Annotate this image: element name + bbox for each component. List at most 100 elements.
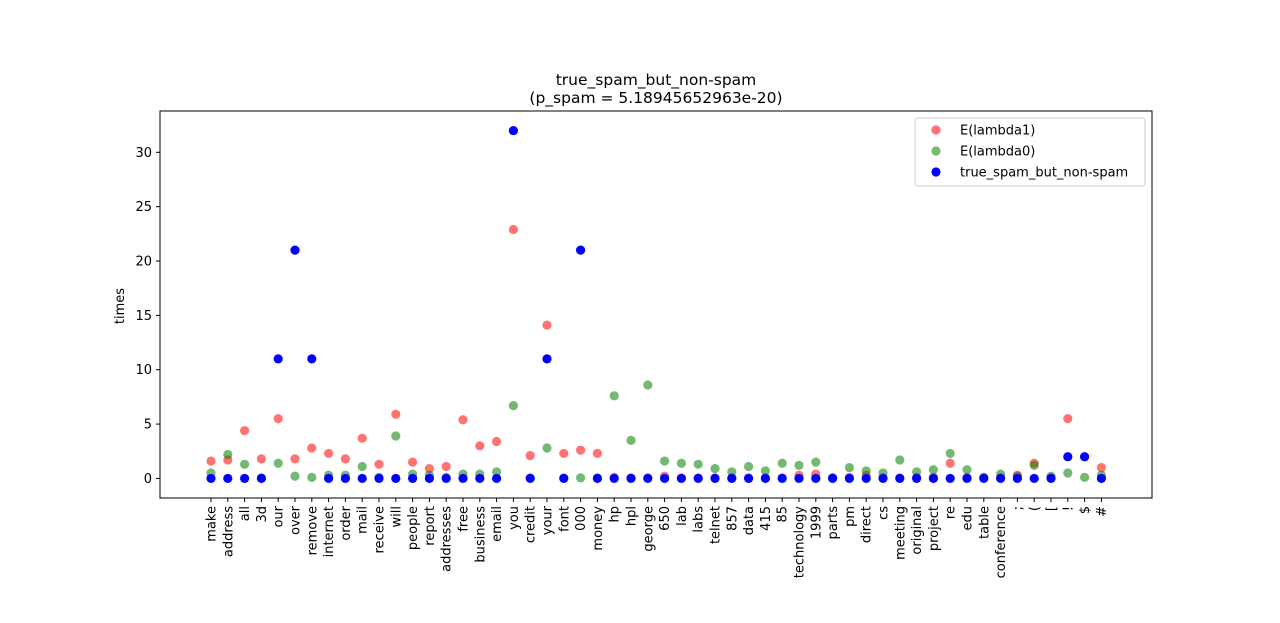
data-point	[912, 467, 922, 477]
y-tick-label: 10	[135, 363, 152, 378]
x-tick-label: original	[910, 506, 925, 555]
data-point	[508, 400, 518, 411]
data-point	[324, 448, 334, 459]
data-point	[979, 473, 989, 484]
data-point	[307, 354, 317, 364]
x-tick-label: remove	[305, 506, 320, 555]
data-point	[760, 473, 771, 484]
data-point	[223, 449, 233, 460]
x-tick-label: (	[1028, 506, 1043, 511]
data-point	[693, 459, 703, 469]
plot-area	[159, 110, 1153, 499]
data-point	[240, 426, 250, 436]
x-tick-label: hpl	[625, 506, 640, 526]
data-point	[206, 473, 216, 484]
data-point	[844, 473, 855, 484]
data-point	[660, 473, 670, 484]
data-point	[391, 409, 401, 419]
data-point	[424, 464, 434, 474]
data-point	[525, 473, 535, 484]
data-point	[878, 473, 888, 484]
data-point	[542, 320, 552, 330]
data-point	[508, 224, 518, 235]
x-tick-label: $	[1078, 506, 1093, 514]
data-point	[1096, 462, 1106, 473]
x-tick-label: money	[591, 506, 606, 551]
data-point	[945, 458, 955, 468]
data-point	[408, 457, 418, 467]
y-tick-label: 25	[135, 200, 152, 215]
points-layer	[206, 125, 1106, 484]
legend-marker	[931, 167, 941, 177]
data-point	[357, 473, 367, 484]
data-point	[660, 456, 670, 466]
data-point	[273, 458, 283, 468]
data-point	[1063, 468, 1073, 478]
data-point	[626, 473, 636, 484]
x-tick-label: 3d	[255, 506, 270, 523]
legend-items: E(lambda1) E(lambda0) true_spam_but_non-sp…	[931, 124, 1128, 181]
legend-marker	[931, 146, 941, 156]
data-point	[576, 245, 586, 255]
data-point	[861, 466, 871, 476]
x-tick-label: direct	[860, 506, 875, 543]
data-point	[1029, 473, 1039, 484]
data-point	[559, 473, 569, 484]
data-point	[727, 473, 737, 484]
data-point	[475, 473, 485, 484]
data-point	[290, 454, 300, 464]
data-point	[710, 473, 720, 484]
data-point	[1012, 473, 1023, 484]
data-point	[626, 435, 636, 445]
data-point	[1046, 473, 1056, 484]
y-tick-label: 5	[144, 418, 152, 433]
data-point	[542, 354, 552, 364]
x-tick-label: email	[490, 506, 505, 542]
x-tick-label: internet	[322, 506, 337, 557]
data-point	[928, 465, 939, 475]
x-tick-label: [	[1045, 506, 1060, 511]
chart-title: true_spam_but_non-spam	[556, 71, 757, 90]
data-point	[273, 354, 283, 364]
x-tick-label: business	[473, 506, 488, 563]
data-point	[357, 461, 367, 472]
x-tick-label: people	[406, 506, 421, 550]
x-tick-label: cs	[877, 506, 892, 520]
legend: E(lambda1) E(lambda0) true_spam_but_non-sp…	[914, 117, 1146, 187]
data-point	[307, 443, 317, 453]
data-point	[592, 448, 603, 459]
data-point	[996, 473, 1006, 484]
legend-label: E(lambda1)	[960, 124, 1035, 139]
data-point	[240, 459, 250, 469]
data-point	[340, 454, 350, 464]
data-point	[744, 461, 754, 472]
data-point	[458, 415, 468, 425]
y-tick-label: 20	[135, 255, 152, 270]
data-point	[962, 473, 972, 484]
data-point	[492, 467, 502, 477]
data-point	[492, 473, 502, 484]
x-tick-label: technology	[793, 506, 808, 578]
x-tick-label: labs	[692, 506, 707, 533]
data-point	[861, 473, 871, 484]
x-tick-label: receive	[373, 506, 388, 554]
x-tick-label: address	[221, 506, 236, 557]
data-point	[1063, 414, 1073, 424]
data-point	[340, 473, 350, 484]
legend-label: true_spam_but_non-spam	[960, 166, 1128, 181]
data-point	[307, 472, 317, 482]
data-point	[895, 473, 905, 484]
axes-frame	[159, 110, 1153, 499]
data-point	[794, 460, 804, 470]
data-point	[760, 466, 771, 476]
x-tick-label: pm	[843, 506, 858, 527]
data-point	[811, 457, 821, 467]
x-tick-label: 857	[725, 506, 740, 531]
x-tick-label: over	[289, 505, 304, 535]
x-tick-label: you	[507, 506, 522, 530]
x-tick-label: font	[557, 506, 572, 532]
data-point	[408, 473, 418, 484]
x-tick-label: parts	[826, 506, 841, 540]
data-point	[223, 473, 233, 484]
